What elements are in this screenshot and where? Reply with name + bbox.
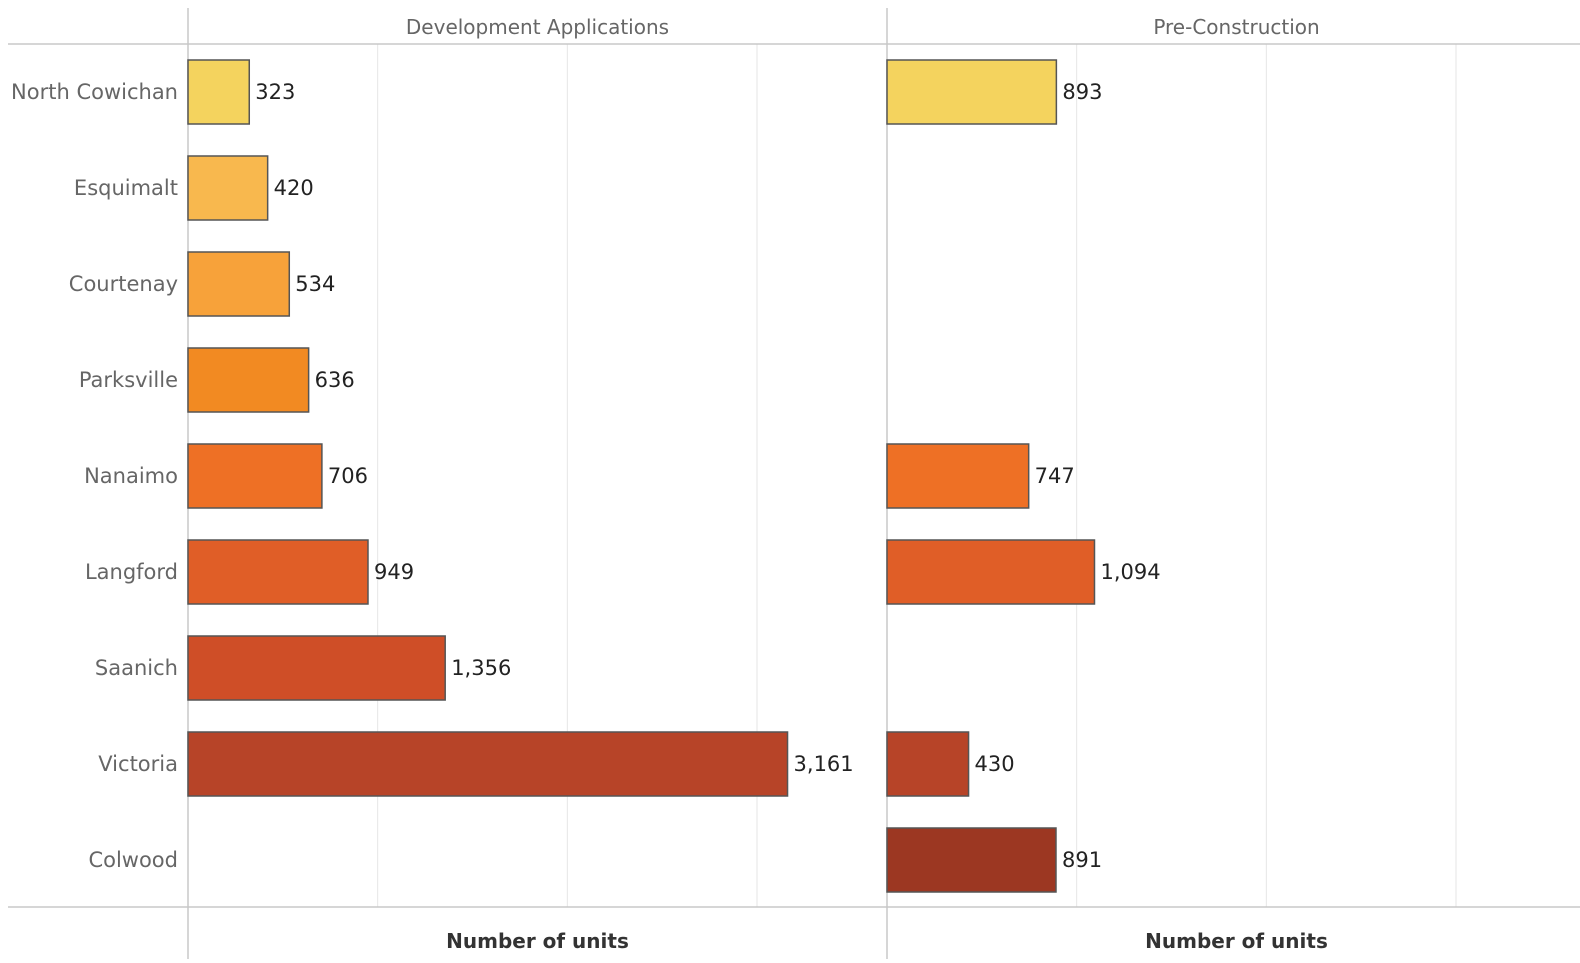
data-label: 3,161	[794, 752, 854, 776]
bar	[187, 635, 446, 701]
category-label: Colwood	[88, 848, 178, 872]
category-label: Victoria	[98, 752, 178, 776]
category-label: Parksville	[79, 368, 178, 392]
data-label: 891	[1062, 848, 1102, 872]
data-label: 747	[1035, 464, 1075, 488]
category-label: Langford	[85, 560, 178, 584]
bar	[187, 347, 310, 413]
category-label: Courtenay	[69, 272, 178, 296]
bar	[886, 59, 1058, 125]
bar	[187, 59, 251, 125]
data-label: 534	[295, 272, 335, 296]
bar	[886, 443, 1030, 509]
data-label: 323	[255, 80, 295, 104]
panel-title: Pre-Construction	[1153, 15, 1319, 39]
x-axis-label: Number of units	[1145, 929, 1328, 953]
category-label: Nanaimo	[84, 464, 178, 488]
data-label: 420	[274, 176, 314, 200]
bar	[187, 539, 369, 605]
bar	[886, 731, 970, 797]
data-label: 1,356	[451, 656, 511, 680]
data-label: 893	[1062, 80, 1102, 104]
bar	[187, 155, 269, 221]
bar	[886, 539, 1096, 605]
data-label: 1,094	[1100, 560, 1160, 584]
category-label: Esquimalt	[74, 176, 178, 200]
bar	[187, 731, 789, 797]
bar	[886, 827, 1057, 893]
x-axis-label: Number of units	[446, 929, 629, 953]
category-label: Saanich	[95, 656, 178, 680]
bar	[187, 251, 291, 317]
category-label: North Cowichan	[11, 80, 178, 104]
data-label: 636	[315, 368, 355, 392]
data-label: 706	[328, 464, 368, 488]
data-label: 430	[975, 752, 1015, 776]
bar	[187, 443, 323, 509]
data-label: 949	[374, 560, 414, 584]
panel-title: Development Applications	[406, 15, 669, 39]
